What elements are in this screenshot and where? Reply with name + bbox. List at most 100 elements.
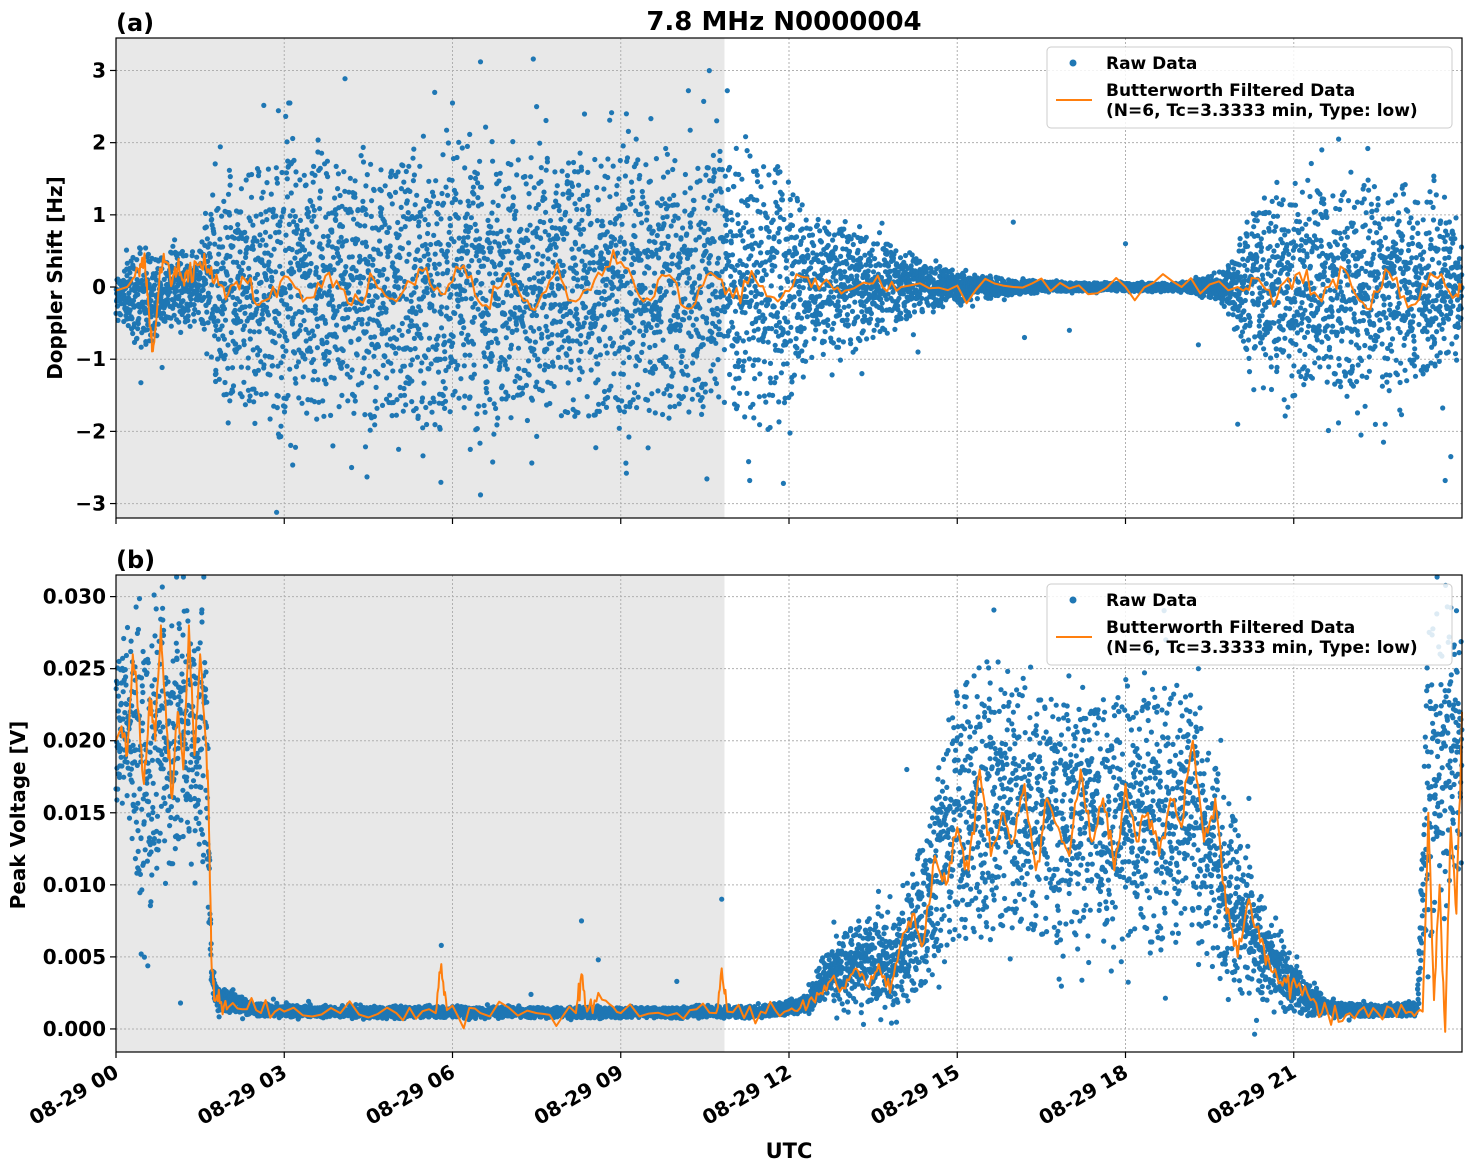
raw-data-point — [309, 218, 315, 224]
raw-data-point — [522, 329, 528, 335]
raw-data-point — [197, 292, 203, 298]
raw-data-point — [670, 252, 676, 258]
raw-data-point — [702, 220, 708, 227]
raw-data-point — [435, 369, 442, 375]
raw-data-point — [483, 297, 489, 303]
raw-data-point — [395, 219, 401, 226]
raw-data-point — [417, 234, 423, 240]
raw-data-point — [265, 312, 272, 318]
raw-data-point — [210, 192, 216, 198]
raw-data-point — [442, 356, 448, 362]
raw-data-point — [405, 328, 411, 334]
raw-data-point — [859, 309, 865, 315]
raw-data-point — [712, 169, 718, 175]
raw-data-point — [264, 217, 270, 223]
raw-data-point — [428, 361, 434, 367]
raw-data-point — [614, 307, 621, 313]
raw-data-point — [350, 325, 356, 331]
raw-data-point — [134, 335, 140, 341]
raw-data-point — [586, 413, 592, 419]
raw-data-point — [412, 256, 419, 262]
raw-data-point — [657, 306, 664, 312]
raw-data-point — [396, 327, 402, 333]
raw-data-point — [768, 283, 774, 289]
raw-data-point — [271, 246, 277, 252]
raw-data-point — [225, 342, 231, 348]
raw-data-point — [816, 321, 822, 327]
raw-data-point — [686, 275, 692, 281]
raw-data-point — [574, 206, 580, 212]
raw-data-point — [715, 357, 721, 363]
raw-data-point — [425, 251, 431, 257]
raw-data-point — [705, 165, 711, 171]
raw-data-point — [473, 277, 479, 283]
raw-data-point — [226, 212, 233, 218]
raw-data-point — [477, 158, 483, 164]
raw-data-point — [211, 314, 217, 321]
raw-data-point — [471, 191, 477, 197]
raw-data-point — [535, 251, 541, 257]
raw-data-point — [195, 309, 201, 316]
raw-data-point — [514, 172, 520, 178]
raw-data-point — [461, 363, 467, 369]
raw-data-point — [743, 294, 749, 300]
raw-data-point — [646, 265, 652, 271]
raw-data-point — [547, 400, 553, 407]
raw-data-point — [401, 363, 407, 369]
raw-data-point — [846, 248, 853, 254]
raw-data-point — [442, 398, 449, 404]
raw-data-point — [887, 243, 894, 249]
raw-data-point — [244, 235, 250, 241]
raw-data-point — [306, 231, 312, 237]
raw-data-point — [143, 245, 149, 251]
raw-data-point — [667, 392, 673, 399]
raw-data-point — [310, 377, 316, 383]
raw-data-point — [688, 309, 695, 315]
raw-data-point — [211, 318, 217, 325]
raw-data-point — [144, 327, 150, 333]
raw-data-point — [320, 314, 326, 320]
raw-data-point — [308, 260, 314, 267]
raw-data-point — [417, 308, 424, 314]
raw-data-point — [273, 165, 279, 171]
raw-data-point — [579, 369, 585, 375]
raw-data-point — [614, 183, 620, 189]
raw-data-point — [452, 388, 458, 394]
raw-data-point — [287, 213, 293, 219]
raw-data-point — [676, 251, 682, 257]
raw-data-point — [705, 226, 712, 232]
raw-data-point — [609, 110, 615, 116]
raw-data-point — [695, 165, 701, 171]
raw-data-point — [522, 173, 528, 180]
raw-data-point — [733, 145, 739, 151]
raw-data-point — [421, 380, 427, 386]
raw-data-point — [585, 169, 591, 175]
raw-data-point — [807, 306, 813, 312]
raw-data-point — [248, 194, 255, 200]
raw-data-point — [457, 199, 463, 205]
raw-data-point — [652, 342, 658, 349]
raw-data-point — [394, 397, 400, 403]
raw-data-point — [660, 411, 666, 418]
raw-data-point — [434, 342, 440, 348]
raw-data-point — [465, 248, 471, 254]
raw-data-point — [221, 198, 227, 204]
raw-data-point — [298, 322, 304, 328]
raw-data-point — [447, 223, 453, 229]
raw-data-point — [470, 200, 476, 206]
raw-data-point — [686, 315, 693, 321]
raw-data-point — [290, 135, 296, 142]
raw-data-point — [299, 309, 305, 315]
raw-data-point — [760, 338, 766, 345]
raw-data-point — [459, 145, 465, 151]
raw-data-point — [540, 276, 547, 282]
raw-data-point — [415, 247, 421, 253]
raw-data-point — [507, 239, 513, 245]
raw-data-point — [601, 388, 608, 395]
raw-data-point — [670, 166, 676, 173]
raw-data-point — [727, 371, 733, 378]
raw-data-point — [616, 213, 623, 219]
raw-data-point — [300, 374, 306, 380]
raw-data-point — [308, 348, 314, 354]
raw-data-point — [130, 297, 137, 304]
